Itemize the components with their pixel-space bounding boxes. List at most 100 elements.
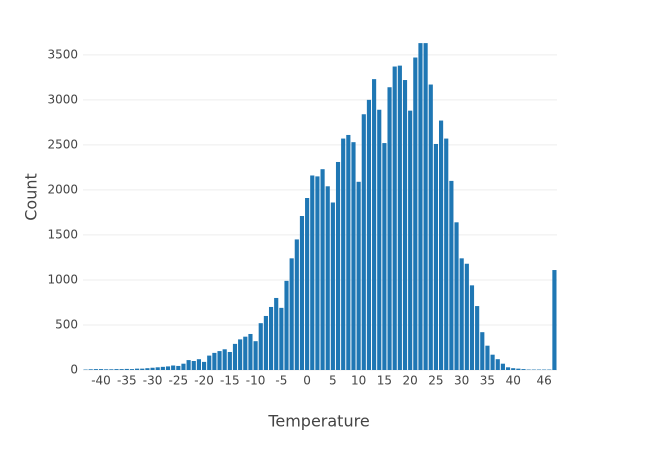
x-tick-label: 40 bbox=[506, 374, 521, 388]
bar bbox=[511, 368, 516, 370]
bar bbox=[263, 315, 268, 370]
bar bbox=[464, 263, 469, 370]
bar bbox=[140, 368, 145, 370]
bar bbox=[428, 84, 433, 371]
bar bbox=[433, 143, 438, 370]
bar bbox=[227, 351, 232, 370]
bar bbox=[320, 169, 325, 370]
bar bbox=[402, 80, 408, 371]
bar bbox=[325, 186, 330, 370]
bar bbox=[310, 175, 315, 370]
bar bbox=[439, 120, 444, 370]
bar bbox=[135, 368, 140, 370]
x-tick-label: -25 bbox=[169, 374, 189, 388]
bar bbox=[516, 368, 521, 370]
y-tick-label: 3000 bbox=[47, 92, 78, 106]
bar bbox=[124, 368, 129, 370]
x-tick-label: -10 bbox=[246, 374, 266, 388]
bar bbox=[315, 176, 320, 370]
bar bbox=[413, 57, 418, 371]
y-tick-label: 1500 bbox=[47, 227, 78, 241]
bar bbox=[202, 361, 207, 370]
bar bbox=[449, 180, 454, 370]
bar bbox=[366, 99, 372, 371]
y-tick-label: 1000 bbox=[47, 272, 78, 286]
x-tick-label: -35 bbox=[117, 374, 137, 388]
bar bbox=[485, 345, 490, 370]
bar bbox=[181, 363, 186, 370]
bar bbox=[351, 142, 356, 370]
bar bbox=[222, 349, 227, 370]
bar bbox=[243, 336, 248, 370]
bar bbox=[104, 369, 109, 370]
bar bbox=[160, 366, 165, 370]
bar bbox=[505, 367, 511, 370]
bar bbox=[176, 365, 181, 370]
x-axis-label: Temperature bbox=[267, 412, 369, 431]
y-tick-label: 3500 bbox=[47, 47, 78, 61]
bar bbox=[93, 369, 98, 370]
bar bbox=[165, 366, 171, 370]
bar bbox=[114, 369, 119, 370]
x-tick-label: 10 bbox=[351, 374, 366, 388]
bar bbox=[552, 270, 557, 370]
bar bbox=[109, 369, 114, 370]
bar bbox=[248, 333, 253, 370]
bar bbox=[253, 341, 258, 370]
bar bbox=[155, 367, 160, 370]
bar bbox=[150, 367, 155, 370]
bar bbox=[279, 307, 284, 370]
bar bbox=[274, 297, 279, 370]
x-tick-label: 46 bbox=[536, 374, 551, 388]
bar bbox=[335, 161, 341, 370]
x-tick-label: -20 bbox=[194, 374, 214, 388]
bar bbox=[500, 363, 505, 370]
bar bbox=[356, 181, 361, 370]
bar bbox=[490, 354, 495, 370]
bar bbox=[495, 359, 500, 370]
y-tick-label: 0 bbox=[70, 363, 78, 377]
bar bbox=[268, 306, 274, 370]
bar bbox=[119, 369, 124, 370]
bar bbox=[217, 351, 222, 370]
y-tick-label: 2500 bbox=[47, 137, 78, 151]
bar bbox=[382, 143, 387, 370]
x-tick-label: 35 bbox=[480, 374, 495, 388]
bar bbox=[284, 280, 289, 370]
bar bbox=[480, 332, 485, 370]
bar bbox=[444, 138, 449, 370]
x-tick-label: -15 bbox=[220, 374, 240, 388]
bar bbox=[377, 109, 382, 370]
bar bbox=[207, 355, 212, 370]
y-tick-label: 500 bbox=[55, 317, 78, 331]
bar bbox=[294, 239, 299, 370]
bar bbox=[299, 216, 305, 370]
bar bbox=[232, 343, 238, 370]
x-tick-label: 30 bbox=[454, 374, 469, 388]
bar bbox=[454, 222, 459, 370]
x-tick-label: 0 bbox=[303, 374, 311, 388]
x-tick-label: 5 bbox=[329, 374, 337, 388]
bar bbox=[475, 306, 480, 370]
bar bbox=[408, 110, 413, 370]
bar bbox=[423, 43, 428, 370]
y-axis-label: Count bbox=[22, 173, 41, 221]
y-tick-label: 2000 bbox=[47, 182, 78, 196]
bar bbox=[238, 339, 243, 370]
bar bbox=[372, 79, 377, 370]
bar bbox=[387, 87, 392, 371]
bar bbox=[392, 66, 397, 370]
bar bbox=[459, 258, 464, 370]
x-tick-label: -5 bbox=[275, 374, 287, 388]
bar bbox=[191, 360, 196, 370]
bar bbox=[469, 285, 475, 370]
bar bbox=[330, 202, 335, 370]
bar bbox=[171, 365, 176, 370]
bar bbox=[258, 323, 263, 370]
bar bbox=[289, 258, 294, 370]
bar bbox=[212, 352, 217, 370]
bar bbox=[186, 360, 191, 370]
bar bbox=[129, 369, 135, 370]
bar bbox=[98, 369, 104, 370]
